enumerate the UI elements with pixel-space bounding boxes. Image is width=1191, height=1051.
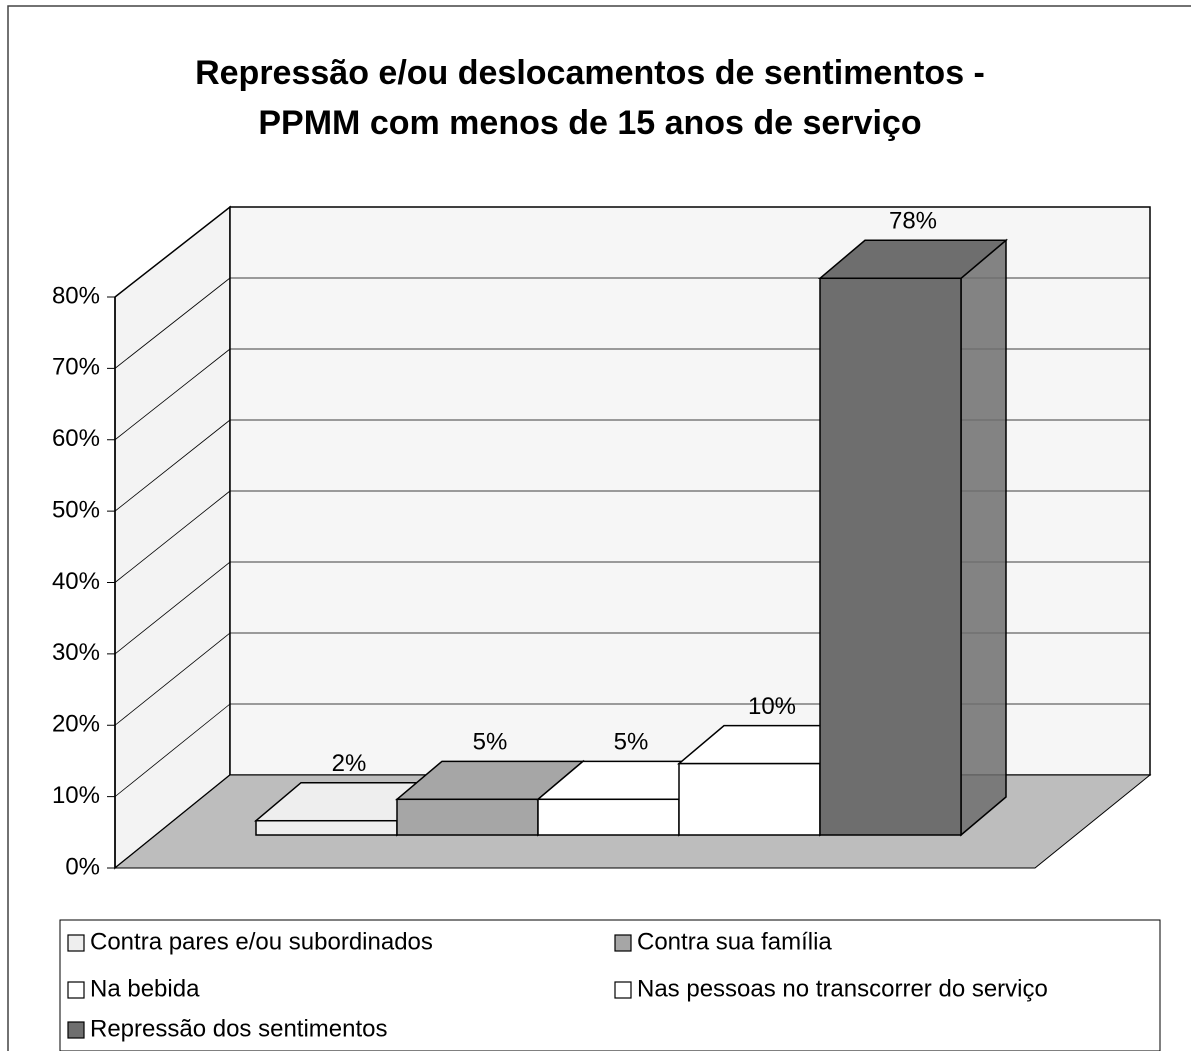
legend-box bbox=[59, 919, 1161, 1051]
grid-line bbox=[114, 703, 231, 797]
data-label: 78% bbox=[889, 208, 937, 235]
bar bbox=[255, 819, 398, 836]
bar bbox=[396, 798, 539, 836]
y-tick-label: 0% bbox=[65, 853, 100, 880]
legend-swatch bbox=[67, 981, 85, 999]
bar bbox=[537, 798, 680, 836]
grid-line bbox=[114, 561, 231, 655]
bar bbox=[819, 277, 962, 836]
legend-label: Nas pessoas no transcorrer do serviço bbox=[637, 975, 1048, 1002]
legend-swatch bbox=[614, 981, 632, 999]
y-tick-label: 80% bbox=[52, 282, 100, 309]
grid-line bbox=[114, 774, 231, 869]
y-tick-label: 30% bbox=[52, 639, 100, 666]
legend-label: Contra pares e/ou subordinados bbox=[90, 928, 433, 955]
y-tick-label: 20% bbox=[52, 711, 100, 738]
legend-swatch bbox=[67, 934, 85, 952]
grid-line bbox=[114, 277, 231, 369]
grid-line bbox=[114, 632, 231, 726]
legend-label: Na bebida bbox=[90, 975, 200, 1002]
y-tick-label: 10% bbox=[52, 782, 100, 809]
chart-title: PPMM com menos de 15 anos de serviço bbox=[258, 104, 921, 142]
y-tick-label: 40% bbox=[52, 568, 100, 595]
data-label: 5% bbox=[473, 729, 508, 756]
chart-title: Repressão e/ou deslocamentos de sentimen… bbox=[195, 54, 985, 92]
y-tick-label: 60% bbox=[52, 425, 100, 452]
grid-line bbox=[114, 419, 231, 512]
chart-border bbox=[7, 5, 1191, 1051]
bar-side bbox=[960, 238, 1007, 837]
grid-line bbox=[114, 206, 231, 298]
legend-label: Repressão dos sentimentos bbox=[90, 1015, 388, 1042]
y-tick-label: 70% bbox=[52, 354, 100, 381]
bar bbox=[678, 762, 821, 836]
data-label: 2% bbox=[332, 750, 367, 777]
side-wall bbox=[114, 205, 231, 870]
data-label: 5% bbox=[614, 729, 649, 756]
grid-line bbox=[114, 348, 231, 441]
y-tick-label: 50% bbox=[52, 496, 100, 523]
grid-line bbox=[114, 490, 231, 583]
data-label: 10% bbox=[748, 693, 796, 720]
legend-label: Contra sua família bbox=[637, 928, 832, 955]
legend-swatch bbox=[67, 1021, 85, 1039]
legend-swatch bbox=[614, 934, 632, 952]
